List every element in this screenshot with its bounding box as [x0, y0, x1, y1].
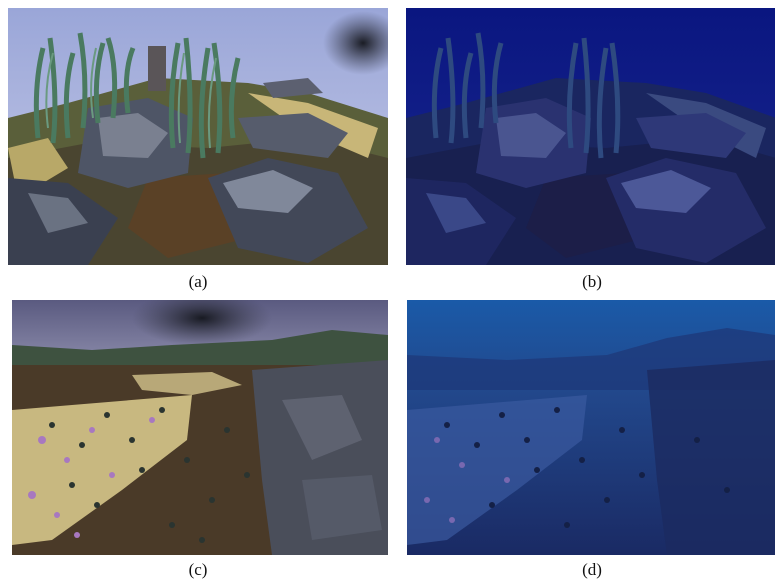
image-panel-d [407, 300, 775, 555]
scene-rocky-hill-daylight [8, 8, 388, 265]
caption-c: (c) [188, 560, 208, 579]
image-panel-b [406, 8, 775, 265]
image-panel-c [12, 300, 388, 555]
scene-seafloor-plain-daylight [12, 300, 388, 555]
caption-b: (b) [582, 272, 602, 291]
caption-d: (d) [582, 560, 602, 579]
scene-rocky-hill-underwater [406, 8, 775, 265]
caption-a: (a) [188, 272, 208, 291]
scene-seafloor-plain-underwater [407, 300, 775, 555]
image-panel-a [8, 8, 388, 265]
